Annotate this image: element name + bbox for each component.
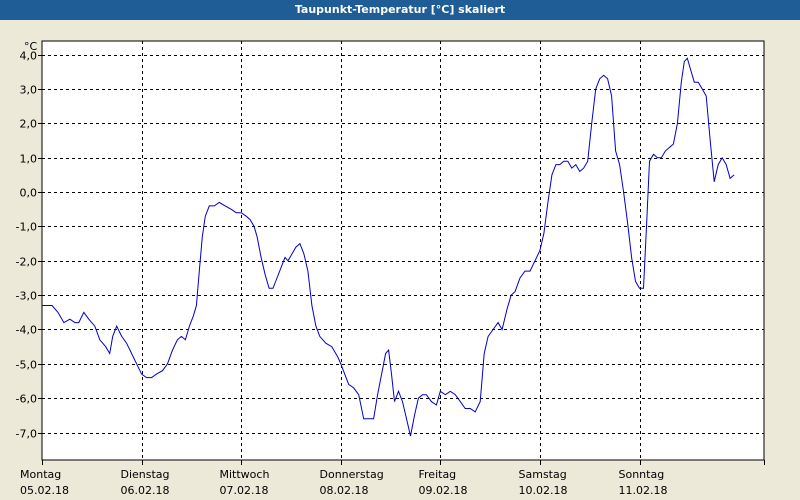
plot-area <box>41 40 765 461</box>
x-tick-date-label: 07.02.18 <box>220 484 269 497</box>
y-tick-label: -2,0 <box>16 256 37 269</box>
x-tick-day-label: Donnerstag <box>320 468 384 481</box>
y-tick-label: 0,0 <box>20 187 38 200</box>
y-tick-label: -1,0 <box>16 221 37 234</box>
x-tick-day-label: Sonntag <box>619 468 665 481</box>
grid <box>42 41 764 460</box>
y-tick-label: -7,0 <box>16 428 37 441</box>
y-tick-label: 2,0 <box>20 118 38 131</box>
y-axis-unit-label: °C <box>24 40 38 53</box>
y-tick-label: -3,0 <box>16 290 37 303</box>
y-tick-label: -6,0 <box>16 393 37 406</box>
y-tick-label: -4,0 <box>16 324 37 337</box>
x-tick-day-label: Samstag <box>519 468 567 481</box>
chart: 4,0 3,0 2,0 1,0 0,0 -1,0 -2,0 -3,0 -4,0 -5,0 -6,0 -… <box>16 40 765 497</box>
y-axis: 4,0 3,0 2,0 1,0 0,0 -1,0 -2,0 -3,0 -4,0 -5,0 -6,0 -… <box>16 50 42 441</box>
x-tick-date-label: 08.02.18 <box>320 484 369 497</box>
x-tick-date-label: 10.02.18 <box>519 484 568 497</box>
y-tick-label: 3,0 <box>20 84 38 97</box>
x-tick-date-label: 05.02.18 <box>20 484 69 497</box>
series-line <box>42 57 735 437</box>
y-tick-label: 4,0 <box>20 50 38 63</box>
x-tick-day-label: Montag <box>20 468 61 481</box>
x-tick-date-label: 09.02.18 <box>419 484 468 497</box>
x-axis: Montag 05.02.18 Dienstag 06.02.18 Mittwoch 07… <box>20 460 765 497</box>
x-tick-day-label: Dienstag <box>121 468 170 481</box>
y-tick-label: 1,0 <box>20 153 38 166</box>
x-tick-day-label: Freitag <box>419 468 457 481</box>
chart-title: Taupunkt-Temperatur [°C] skaliert <box>0 0 800 20</box>
x-tick-day-label: Mittwoch <box>220 468 270 481</box>
y-tick-label: -5,0 <box>16 359 37 372</box>
x-tick-date-label: 06.02.18 <box>121 484 170 497</box>
x-tick-date-label: 11.02.18 <box>619 484 668 497</box>
